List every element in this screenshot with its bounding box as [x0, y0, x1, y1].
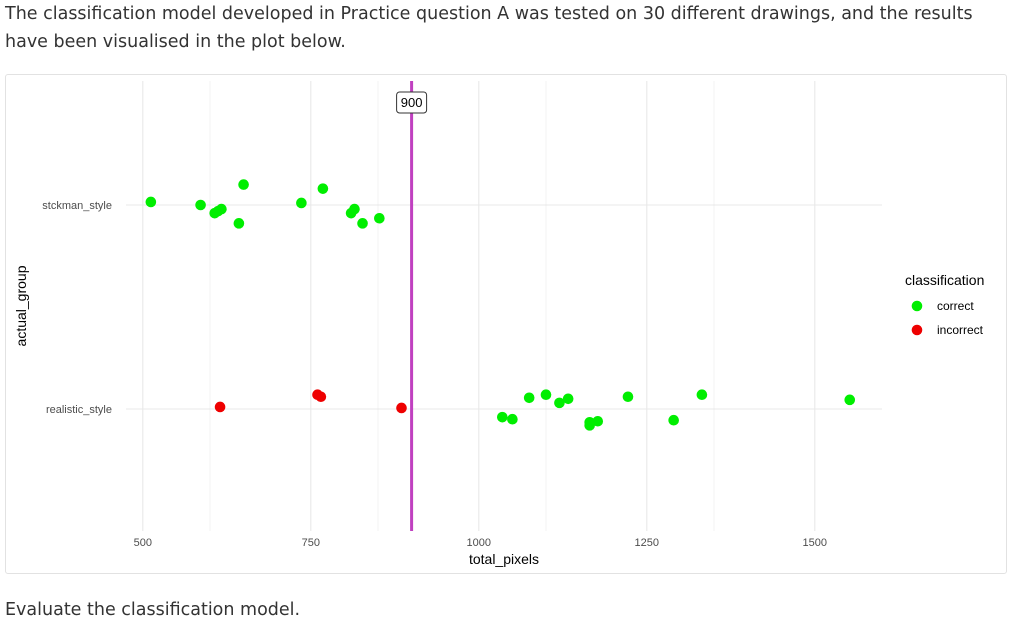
data-point-correct [317, 183, 329, 194]
legend-title: classification [905, 272, 984, 288]
data-point-correct [696, 389, 708, 401]
data-point-correct [562, 393, 574, 405]
data-point-correct [584, 420, 595, 431]
y-tick-label: realistic_style [46, 404, 112, 416]
data-point-correct [216, 203, 227, 215]
threshold-marker: 900 [396, 81, 428, 531]
data-point-correct [238, 179, 249, 190]
data-point-correct [296, 197, 307, 209]
question-intro-text: The classification model developed in Pr… [5, 4, 973, 52]
legend-label-correct: correct [937, 299, 974, 313]
data-point-correct [374, 212, 385, 224]
data-point-correct [233, 218, 245, 229]
grid-lines [126, 81, 882, 531]
data-points [145, 179, 856, 431]
data-point-correct [357, 218, 368, 229]
legend: classification correct incorrect [905, 272, 984, 337]
data-point-incorrect [315, 391, 327, 403]
x-tick-label: 750 [302, 537, 320, 549]
y-tick-label: stckman_style [42, 200, 112, 212]
data-point-correct [523, 392, 535, 404]
threshold-label-box [396, 91, 428, 114]
data-point-incorrect [396, 402, 407, 414]
x-axis-tick-labels: 500 750 1000 1250 1500 [134, 537, 827, 549]
data-point-correct [507, 413, 518, 425]
threshold-label: 900 [401, 95, 423, 110]
question-prompt-text: Evaluate the classification model. [5, 600, 301, 620]
data-point-correct [195, 199, 206, 211]
legend-key-correct [911, 300, 923, 312]
x-tick-label: 1500 [803, 537, 827, 549]
scatter-plot-card: realistic_style stckman_style 500 750 1000 1… [5, 74, 1007, 574]
data-point-correct [145, 196, 157, 208]
data-point-correct [554, 397, 565, 409]
legend-key-incorrect [911, 324, 923, 336]
scatter-plot: realistic_style stckman_style 500 750 1000 1… [13, 81, 984, 567]
x-axis-title: total_pixels [469, 551, 539, 567]
y-axis-tick-labels: realistic_style stckman_style [42, 200, 112, 416]
data-point-correct [592, 415, 604, 427]
data-point-correct [349, 203, 360, 215]
x-tick-label: 1250 [635, 537, 659, 549]
x-tick-label: 500 [134, 537, 152, 549]
data-point-correct [844, 394, 856, 406]
x-tick-label: 1000 [467, 537, 491, 549]
legend-label-incorrect: incorrect [937, 323, 984, 337]
data-point-incorrect [214, 401, 226, 413]
data-point-correct [497, 411, 508, 423]
y-axis-title: actual_group [13, 265, 29, 346]
data-point-correct [622, 391, 634, 403]
data-point-correct [540, 389, 552, 401]
data-point-correct [668, 414, 679, 426]
